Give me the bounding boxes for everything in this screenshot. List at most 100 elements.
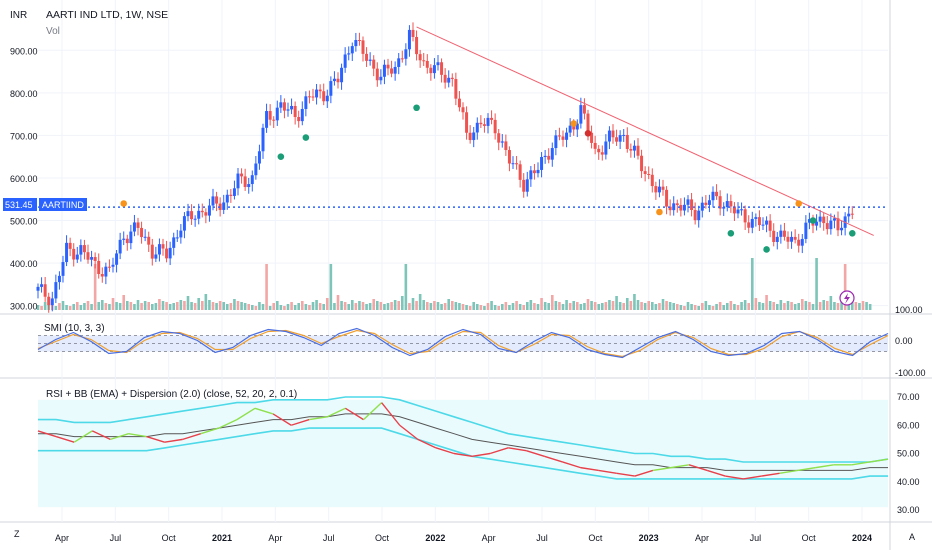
auto-scale-button[interactable]: A: [909, 532, 915, 542]
candle-body: [443, 74, 447, 83]
candle-body: [386, 64, 390, 69]
volume-bar: [100, 300, 104, 310]
volume-bar: [822, 300, 826, 310]
candle-body: [732, 206, 736, 214]
volume-bar: [593, 302, 597, 310]
smi-k-line: [37, 327, 889, 359]
volume-bar: [861, 301, 865, 310]
volume-bar: [215, 303, 218, 310]
candle-body: [122, 238, 126, 240]
volume-bar: [247, 304, 251, 310]
candle-body: [329, 81, 333, 96]
candle-body: [147, 236, 151, 245]
candle-body: [315, 89, 319, 98]
rsi-segment: [652, 466, 672, 472]
candle-body: [86, 252, 90, 260]
candle-body: [265, 111, 269, 128]
volume-bar: [465, 305, 468, 310]
volume-bar: [118, 303, 122, 310]
candle-body: [393, 66, 397, 74]
candle-body: [97, 260, 101, 275]
volume-bar: [300, 301, 304, 310]
candle-body: [679, 205, 683, 211]
scale-left-button[interactable]: Z: [14, 529, 20, 539]
signal-marker-red: [584, 129, 592, 137]
candle-body: [593, 142, 597, 149]
candle-body: [779, 230, 783, 237]
volume-bar: [472, 302, 476, 310]
volume-bar: [258, 302, 261, 310]
volume-bar: [672, 303, 676, 310]
candle-body: [632, 145, 636, 151]
volume-bar: [283, 306, 286, 310]
candle-body: [511, 163, 515, 165]
volume-bar: [779, 300, 783, 310]
candle-body: [282, 102, 286, 111]
currency-label[interactable]: INR: [10, 10, 27, 21]
volume-bar: [443, 303, 447, 310]
candle-body: [529, 170, 533, 180]
volume-bar: [697, 306, 701, 310]
volume-bar: [190, 302, 193, 310]
volume-bar: [611, 301, 615, 310]
rsi-segment: [363, 402, 383, 421]
time-tick-label: 2021: [212, 533, 232, 543]
time-tick-label: Apr: [695, 533, 709, 543]
candle-body: [232, 188, 236, 196]
candle-body: [250, 175, 254, 185]
volume-bar: [325, 298, 329, 310]
signal-marker-orange: [120, 200, 128, 207]
volume-bar: [433, 301, 436, 310]
axes: 300.00 400.00 500.00 600.00 700.00 800.00 900.…: [10, 46, 926, 543]
volume-bar: [622, 303, 626, 310]
candle-body: [107, 266, 111, 268]
volume-bar: [458, 303, 461, 310]
candle-body: [415, 36, 419, 55]
candle-body: [418, 54, 422, 61]
volume-bar: [208, 300, 211, 310]
time-tick-label: Oct: [162, 533, 177, 543]
signal-marker-green: [727, 229, 735, 237]
volume-bar: [236, 301, 240, 310]
candle-body: [357, 40, 361, 42]
candle-body: [340, 67, 344, 83]
signal-marker-orange: [570, 120, 578, 127]
candle-body: [161, 244, 165, 249]
rsi-segment: [435, 447, 455, 455]
rsi-segment: [182, 433, 201, 441]
volume-bar: [265, 264, 268, 310]
volume-bar: [775, 304, 779, 310]
volume-bar: [529, 300, 533, 310]
candle-body: [186, 211, 190, 217]
rsi-segment: [743, 475, 762, 480]
volume-bar: [543, 302, 547, 310]
volume-bar: [133, 304, 136, 310]
rsi-tick-label: 30.00: [897, 505, 920, 515]
candle-body: [465, 112, 469, 133]
candle-body: [286, 109, 290, 111]
candle-body: [454, 79, 458, 99]
time-tick-label: 2022: [425, 533, 445, 543]
rsi-segment: [508, 447, 527, 452]
volume-bar: [590, 301, 593, 310]
candle-body: [247, 184, 251, 188]
time-tick-label: Oct: [375, 533, 390, 543]
volume-bar: [397, 301, 401, 310]
volume-bar: [250, 305, 254, 310]
volume-bar: [393, 300, 397, 310]
rsi-segment: [73, 430, 93, 443]
candle-body: [497, 133, 501, 143]
volume-bar: [483, 306, 486, 310]
volume-bar: [254, 306, 258, 310]
rsi-segment: [544, 455, 563, 463]
volume-bars: [36, 258, 872, 310]
volume-bar: [329, 264, 333, 310]
volume-bar: [404, 264, 408, 310]
volume-bar: [97, 302, 101, 310]
volume-bar: [615, 296, 618, 310]
volume-bar: [500, 304, 504, 310]
candle-body: [79, 245, 83, 255]
candle-body: [675, 203, 679, 206]
volume-bar: [704, 301, 708, 310]
